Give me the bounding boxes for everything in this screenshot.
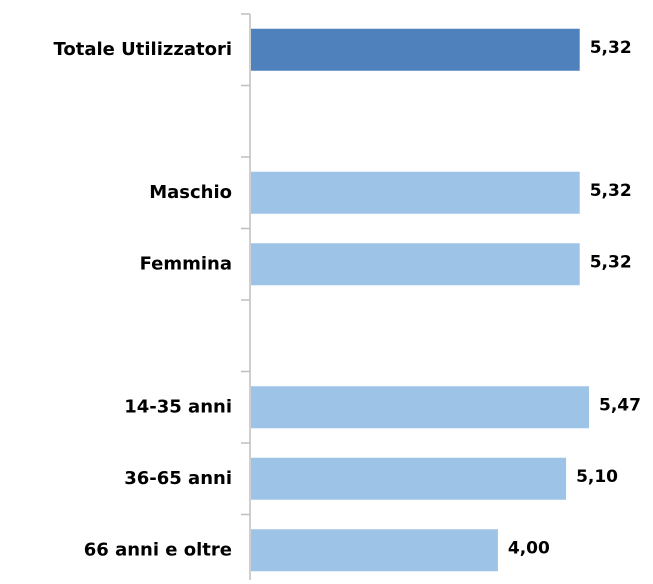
bar bbox=[251, 457, 567, 500]
bar bbox=[251, 28, 580, 71]
value-label: 5,47 bbox=[599, 395, 641, 415]
category-label: 66 anni e oltre bbox=[84, 539, 232, 560]
bar bbox=[251, 171, 580, 214]
bar bbox=[251, 386, 589, 429]
value-label: 4,00 bbox=[508, 538, 550, 558]
bar bbox=[251, 529, 498, 572]
category-label: Femmina bbox=[140, 253, 232, 274]
value-label: 5,32 bbox=[590, 38, 632, 58]
category-label: 36-65 anni bbox=[124, 468, 232, 489]
value-label: 5,10 bbox=[576, 467, 618, 487]
category-label: 14-35 anni bbox=[124, 396, 232, 417]
value-label: 5,32 bbox=[590, 252, 632, 272]
bar bbox=[251, 243, 580, 286]
value-label: 5,32 bbox=[590, 181, 632, 201]
category-label: Maschio bbox=[149, 182, 232, 203]
category-label: Totale Utilizzatori bbox=[54, 39, 233, 60]
